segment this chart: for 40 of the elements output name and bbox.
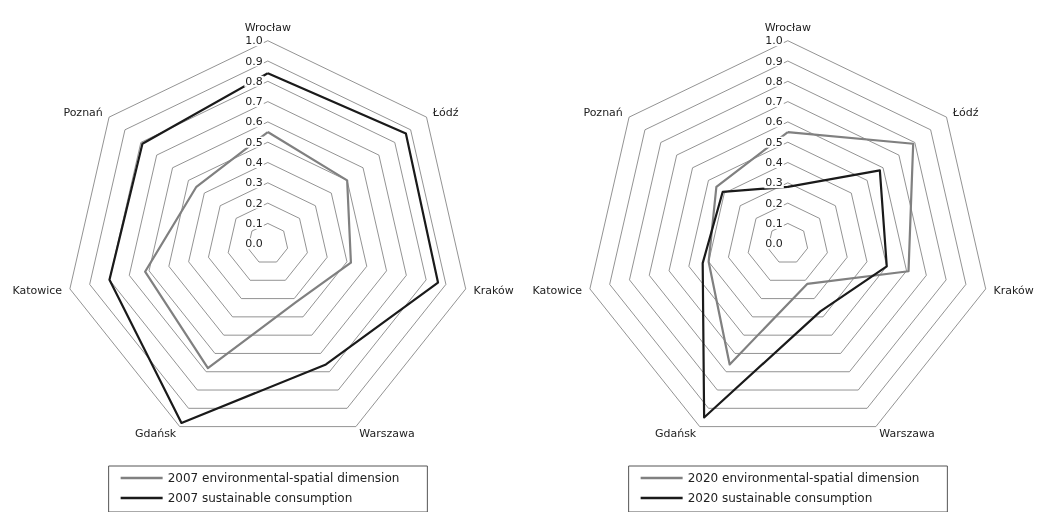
spoke-label: Gdańsk xyxy=(134,427,177,441)
y-tick-label: 0.9 xyxy=(245,54,263,68)
legend-label: 2020 environmental-spatial dimension xyxy=(687,471,920,485)
y-tick-label: 0.1 xyxy=(765,216,783,230)
y-tick-label: 0.2 xyxy=(765,196,783,210)
y-tick-label: 0.5 xyxy=(765,135,783,149)
y-tick-label: 0.0 xyxy=(245,237,263,251)
spoke-label: Kraków xyxy=(993,284,1034,298)
y-tick-label: 1.0 xyxy=(245,34,263,48)
y-tick-label: 0.9 xyxy=(765,54,783,68)
spoke-label: Gdańsk xyxy=(654,427,697,441)
y-tick-label: 0.3 xyxy=(765,176,783,190)
y-tick-label: 0.7 xyxy=(765,95,783,109)
spoke-label: Katowice xyxy=(12,284,63,298)
spoke-label: Warszawa xyxy=(359,427,415,441)
legend-label: 2020 sustainable consumption xyxy=(687,491,873,505)
spoke-label: Kraków xyxy=(473,284,514,298)
spoke-label: Warszawa xyxy=(879,427,935,441)
spoke-label: Łódź xyxy=(951,105,979,119)
y-tick-label: 0.2 xyxy=(245,196,263,210)
y-tick-label: 0.4 xyxy=(245,156,263,170)
y-tick-label: 0.6 xyxy=(765,115,783,129)
spoke-label: Poznań xyxy=(63,105,103,119)
spoke-label: Wrocław xyxy=(764,20,811,34)
spoke-label: Poznań xyxy=(583,105,623,119)
y-tick-label: 0.8 xyxy=(245,74,263,88)
spoke-label: Katowice xyxy=(532,284,583,298)
legend-label: 2007 sustainable consumption xyxy=(167,491,353,505)
y-tick-label: 0.3 xyxy=(245,176,263,190)
y-tick-label: 0.4 xyxy=(765,156,783,170)
legend-label: 2007 environmental-spatial dimension xyxy=(167,471,400,485)
y-tick-label: 0.0 xyxy=(765,237,783,251)
y-tick-label: 0.6 xyxy=(245,115,263,129)
spoke-label: Łódź xyxy=(431,105,459,119)
y-tick-label: 0.7 xyxy=(245,95,263,109)
spoke-label: Wrocław xyxy=(244,20,291,34)
y-tick-label: 0.1 xyxy=(245,216,263,230)
y-tick-label: 1.0 xyxy=(765,34,783,48)
y-tick-label: 0.8 xyxy=(765,74,783,88)
y-tick-label: 0.5 xyxy=(245,135,263,149)
